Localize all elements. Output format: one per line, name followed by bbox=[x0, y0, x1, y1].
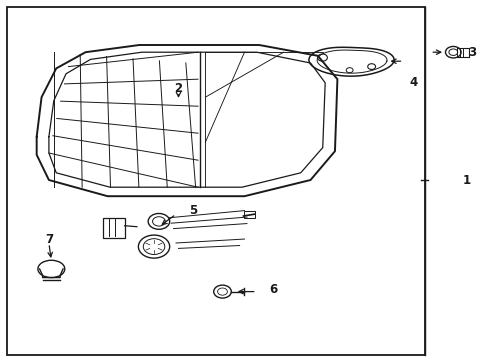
Bar bbox=[446, 47, 467, 57]
Bar bbox=[102, 218, 124, 238]
Text: 7: 7 bbox=[45, 233, 53, 246]
Text: 4: 4 bbox=[408, 76, 416, 89]
Text: 3: 3 bbox=[467, 46, 475, 59]
Text: 1: 1 bbox=[462, 174, 470, 186]
Bar bbox=[244, 211, 255, 218]
Text: 6: 6 bbox=[269, 283, 277, 296]
Text: 5: 5 bbox=[189, 204, 197, 217]
Text: 2: 2 bbox=[174, 82, 182, 95]
Bar bbox=[7, 7, 425, 355]
